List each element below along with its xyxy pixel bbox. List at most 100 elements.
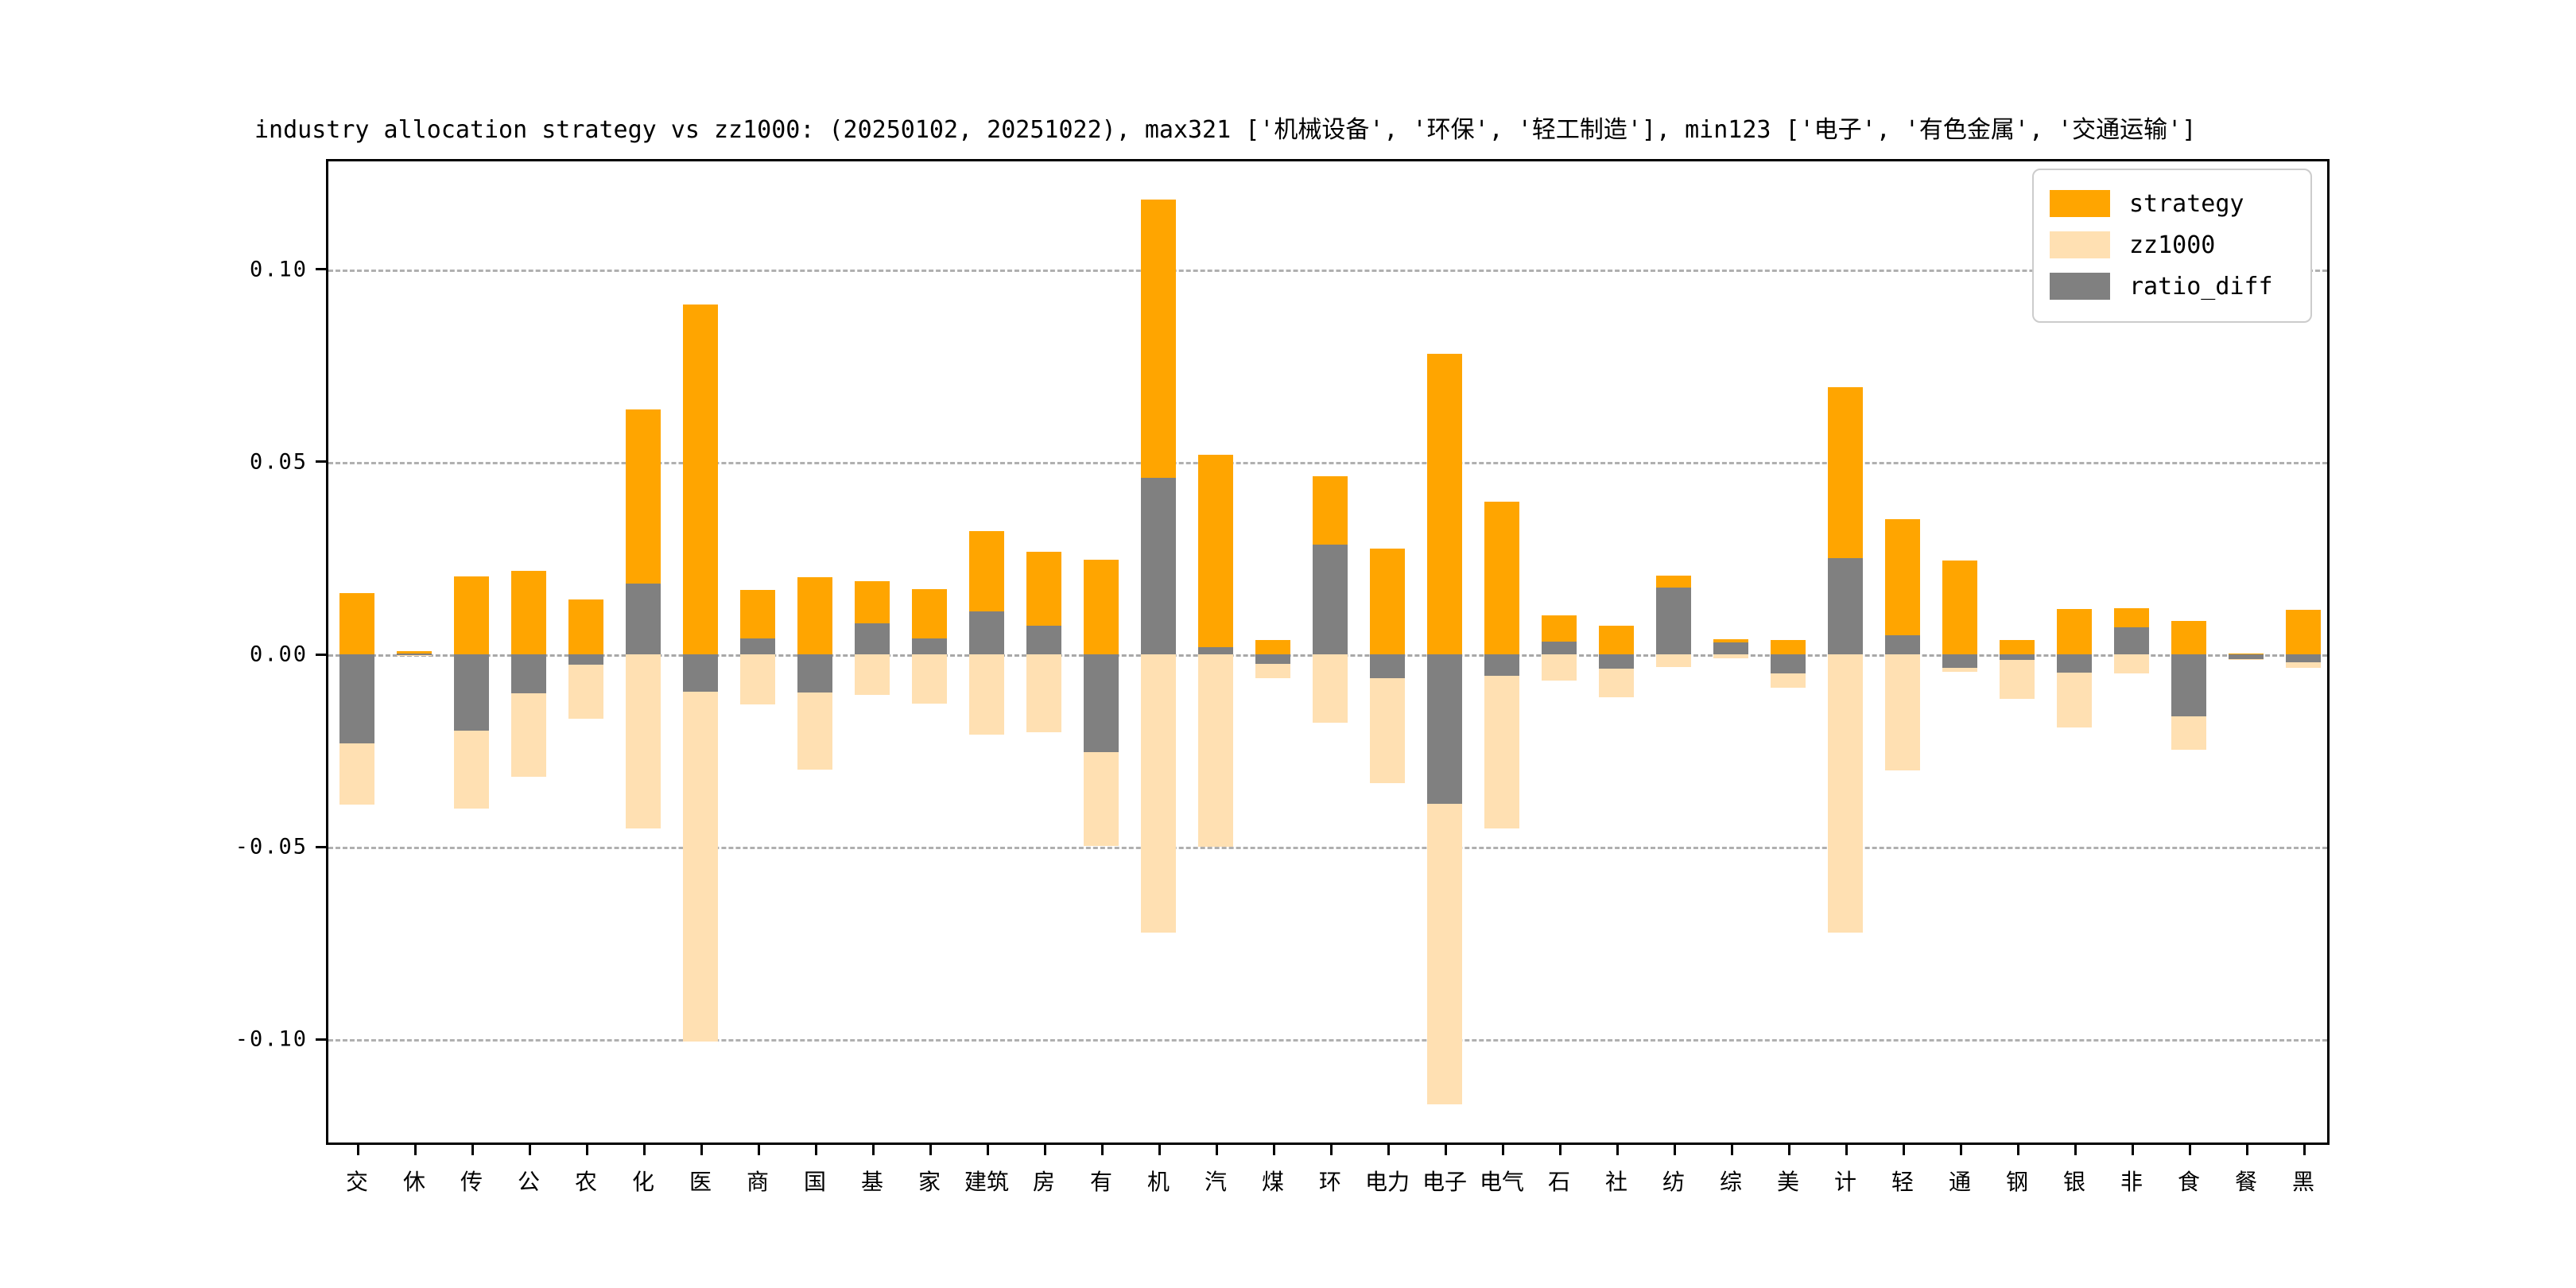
bar-ratio-diff [510, 654, 547, 694]
bar-ratio-diff [2285, 654, 2322, 662]
bar-group [1255, 161, 1291, 1143]
x-tick-mark [357, 1143, 359, 1155]
bar-ratio-diff [739, 638, 776, 654]
bar-ratio-diff [968, 611, 1005, 654]
legend-item[interactable]: zz1000 [2050, 224, 2295, 266]
bar-group [339, 161, 375, 1143]
bar-ratio-diff [453, 654, 490, 731]
bar-group [453, 161, 490, 1143]
bar-zz1000 [625, 654, 661, 828]
bar-group [1426, 161, 1463, 1143]
legend-item[interactable]: strategy [2050, 183, 2295, 224]
x-tick-label: 餐 [2234, 1169, 2258, 1195]
bar-strategy [1999, 639, 2035, 654]
x-tick-mark [1273, 1143, 1275, 1155]
bar-ratio-diff [2056, 654, 2093, 673]
bar-zz1000 [1541, 654, 1577, 681]
x-tick-label: 食 [2177, 1169, 2201, 1195]
x-tick-label: 公 [517, 1169, 541, 1195]
bar-ratio-diff [1598, 654, 1635, 669]
legend-item[interactable]: ratio_diff [2050, 266, 2295, 307]
x-tick-label: 轻 [1891, 1169, 1915, 1195]
bar-strategy [1884, 518, 1921, 654]
legend-label: zz1000 [2129, 231, 2216, 259]
bar-ratio-diff [1942, 654, 1978, 669]
x-tick-label: 有 [1089, 1169, 1113, 1195]
bar-group [2171, 161, 2207, 1143]
bar-strategy [682, 305, 719, 654]
bar-ratio-diff [1426, 654, 1463, 804]
x-tick-mark [1158, 1143, 1161, 1155]
bar-group [1140, 161, 1177, 1143]
bar-strategy [1484, 502, 1520, 654]
x-tick-mark [2017, 1143, 2019, 1155]
bar-group [1827, 161, 1864, 1143]
bar-group [854, 161, 890, 1143]
bar-group [568, 161, 604, 1143]
bar-strategy [453, 576, 490, 654]
legend-label: ratio_diff [2129, 272, 2273, 301]
bar-strategy [396, 651, 433, 654]
x-tick-mark [987, 1143, 989, 1155]
bar-group [1026, 161, 1062, 1143]
bar-ratio-diff [854, 623, 890, 654]
x-tick-label: 煤 [1261, 1169, 1285, 1195]
x-tick-label: 传 [460, 1169, 483, 1195]
bar-ratio-diff [1484, 654, 1520, 677]
bar-group [739, 161, 776, 1143]
bar-strategy [1598, 625, 1635, 654]
bar-group [1484, 161, 1520, 1143]
bar-zz1000 [1655, 654, 1692, 667]
chart-title: industry allocation strategy vs zz1000: … [254, 116, 2197, 144]
y-tick-label: 0.00 [250, 642, 328, 667]
bar-zz1000 [968, 654, 1005, 735]
bar-ratio-diff [1140, 478, 1177, 654]
bar-group [2056, 161, 2093, 1143]
bar-ratio-diff [797, 654, 833, 693]
bar-ratio-diff [1083, 654, 1119, 752]
bar-ratio-diff [1999, 654, 2035, 660]
x-tick-label: 银 [2062, 1169, 2086, 1195]
x-tick-label: 建筑 [964, 1169, 1010, 1195]
x-tick-mark [1559, 1143, 1562, 1155]
x-tick-label: 钢 [2005, 1169, 2029, 1195]
x-tick-mark [929, 1143, 932, 1155]
x-tick-mark [2132, 1143, 2134, 1155]
x-tick-label: 商 [746, 1169, 770, 1195]
bar-strategy [2056, 608, 2093, 654]
x-tick-mark [1845, 1143, 1848, 1155]
bar-zz1000 [1026, 654, 1062, 733]
bar-strategy [1942, 561, 1978, 654]
bar-ratio-diff [568, 654, 604, 665]
bar-strategy [1083, 560, 1119, 654]
bar-ratio-diff [1312, 545, 1348, 654]
plot-inner: 0.10 0.05 0.00 -0.05 -0.10 交 休 传 公 农 化 医 商 国 基 家建筑房 有 机 汽… [235, 161, 2327, 1195]
bar-group [1083, 161, 1119, 1143]
x-tick-label: 非 [2120, 1169, 2143, 1195]
x-tick-mark [2074, 1143, 2077, 1155]
legend-swatch-icon [2050, 231, 2110, 258]
x-tick-label: 国 [803, 1169, 827, 1195]
bar-ratio-diff [911, 638, 948, 654]
bar-strategy [1369, 549, 1406, 654]
x-tick-label: 农 [574, 1169, 598, 1195]
x-tick-label: 机 [1146, 1169, 1170, 1195]
x-tick-mark [1903, 1143, 1905, 1155]
bar-zz1000 [568, 654, 604, 720]
bar-strategy [797, 577, 833, 654]
bar-zz1000 [911, 654, 948, 704]
x-tick-mark [1788, 1143, 1790, 1155]
y-tick-label: -0.05 [235, 835, 328, 859]
bar-ratio-diff [2228, 654, 2264, 659]
bar-group [1884, 161, 1921, 1143]
x-tick-mark [1387, 1143, 1390, 1155]
x-tick-mark [414, 1143, 417, 1155]
plot-area: 0.10 0.05 0.00 -0.05 -0.10 交 休 传 公 农 化 医 商 国 基 家建筑房 有 机 汽… [235, 159, 2330, 1195]
x-tick-mark [1044, 1143, 1046, 1155]
bar-group [2285, 161, 2322, 1143]
x-tick-label: 黑 [2291, 1169, 2315, 1195]
x-tick-mark [586, 1143, 588, 1155]
x-tick-mark [815, 1143, 817, 1155]
bar-strategy [2285, 610, 2322, 654]
